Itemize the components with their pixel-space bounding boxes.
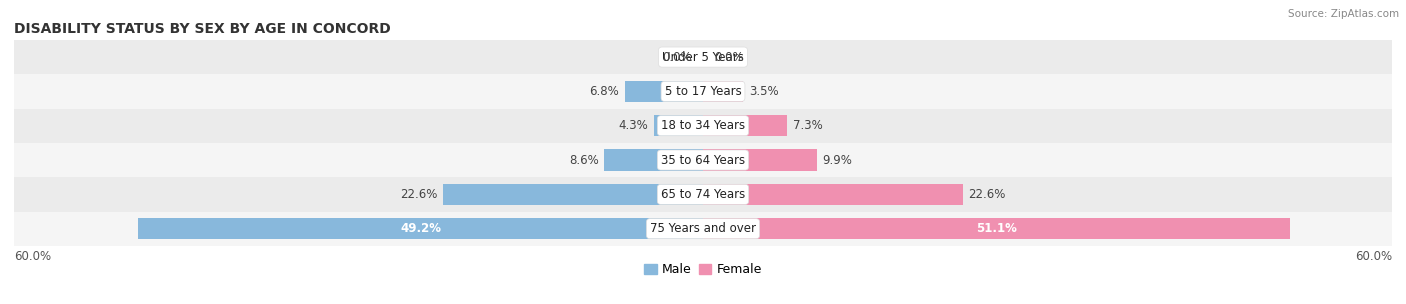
- Text: 7.3%: 7.3%: [793, 119, 823, 132]
- Text: 75 Years and over: 75 Years and over: [650, 222, 756, 235]
- Bar: [138, 218, 703, 239]
- Bar: [624, 81, 703, 102]
- Text: 65 to 74 Years: 65 to 74 Years: [661, 188, 745, 201]
- Bar: [703, 149, 817, 171]
- Legend: Male, Female: Male, Female: [640, 258, 766, 281]
- Bar: [14, 109, 1392, 143]
- Bar: [703, 184, 963, 205]
- Text: Under 5 Years: Under 5 Years: [662, 50, 744, 64]
- Bar: [703, 81, 744, 102]
- Bar: [443, 184, 703, 205]
- Text: 22.6%: 22.6%: [401, 188, 437, 201]
- Bar: [14, 177, 1392, 212]
- Text: 22.6%: 22.6%: [969, 188, 1005, 201]
- Bar: [14, 143, 1392, 177]
- Text: 49.2%: 49.2%: [401, 222, 441, 235]
- Text: 35 to 64 Years: 35 to 64 Years: [661, 154, 745, 167]
- Text: 0.0%: 0.0%: [714, 50, 744, 64]
- Text: 0.0%: 0.0%: [662, 50, 692, 64]
- Text: 60.0%: 60.0%: [1355, 250, 1392, 263]
- Bar: [14, 74, 1392, 109]
- Bar: [654, 115, 703, 136]
- Bar: [703, 115, 787, 136]
- Bar: [605, 149, 703, 171]
- Text: 18 to 34 Years: 18 to 34 Years: [661, 119, 745, 132]
- Bar: [14, 212, 1392, 246]
- Text: DISABILITY STATUS BY SEX BY AGE IN CONCORD: DISABILITY STATUS BY SEX BY AGE IN CONCO…: [14, 22, 391, 36]
- Text: 4.3%: 4.3%: [619, 119, 648, 132]
- Bar: [703, 218, 1289, 239]
- Text: 60.0%: 60.0%: [14, 250, 51, 263]
- Text: 6.8%: 6.8%: [589, 85, 619, 98]
- Text: 9.9%: 9.9%: [823, 154, 852, 167]
- Text: 8.6%: 8.6%: [569, 154, 599, 167]
- Text: 3.5%: 3.5%: [749, 85, 779, 98]
- Bar: [14, 40, 1392, 74]
- Text: 5 to 17 Years: 5 to 17 Years: [665, 85, 741, 98]
- Text: 51.1%: 51.1%: [976, 222, 1017, 235]
- Text: Source: ZipAtlas.com: Source: ZipAtlas.com: [1288, 9, 1399, 19]
